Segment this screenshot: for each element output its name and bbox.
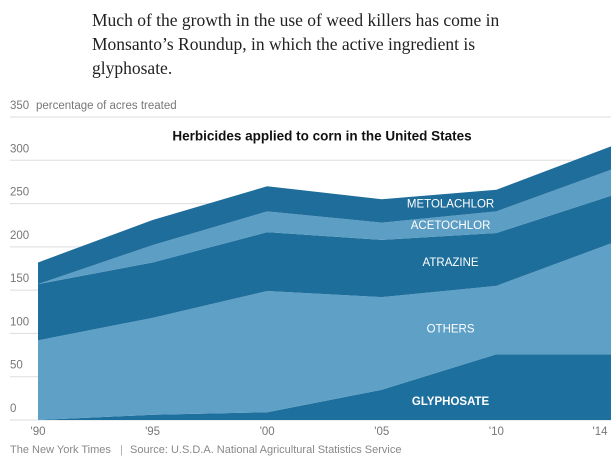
y-tick-label: 250 [10, 187, 29, 199]
x-tick-label: '05 [374, 426, 389, 438]
y-tick-label: 0 [10, 403, 16, 415]
area [38, 354, 611, 420]
y-tick-label: 200 [10, 230, 29, 242]
intro-text: Much of the growth in the use of weed ki… [92, 10, 500, 78]
separator: | [120, 444, 123, 456]
area [38, 169, 611, 285]
series-label: ACETOCHLOR [411, 220, 491, 232]
x-tick-label: '14 [593, 426, 609, 438]
series-label: OTHERS [427, 323, 475, 335]
x-tick-label: '90 [31, 426, 46, 438]
y-tick-label: 350 [10, 100, 29, 112]
series-label: METOLACHLOR [407, 199, 494, 211]
series-label: GLYPHOSATE [412, 396, 490, 408]
area [38, 243, 611, 420]
area [38, 195, 611, 341]
chart-title: Herbicides applied to corn in the United… [172, 129, 471, 144]
source: Source: U.S.D.A. National Agricultural S… [130, 444, 401, 456]
y-tick-label: 50 [10, 360, 23, 372]
series-label: ATRAZINE [423, 257, 479, 269]
credit: The New York Times [10, 444, 111, 456]
x-tick-label: '95 [145, 426, 160, 438]
area [38, 146, 611, 285]
y-tick-label: 150 [10, 273, 29, 285]
x-tick-label: '10 [489, 426, 504, 438]
y-tick-label: 300 [10, 143, 29, 155]
y-tick-label: 100 [10, 316, 29, 328]
y-axis-label: percentage of acres treated [36, 100, 177, 112]
x-tick-label: '00 [260, 426, 275, 438]
